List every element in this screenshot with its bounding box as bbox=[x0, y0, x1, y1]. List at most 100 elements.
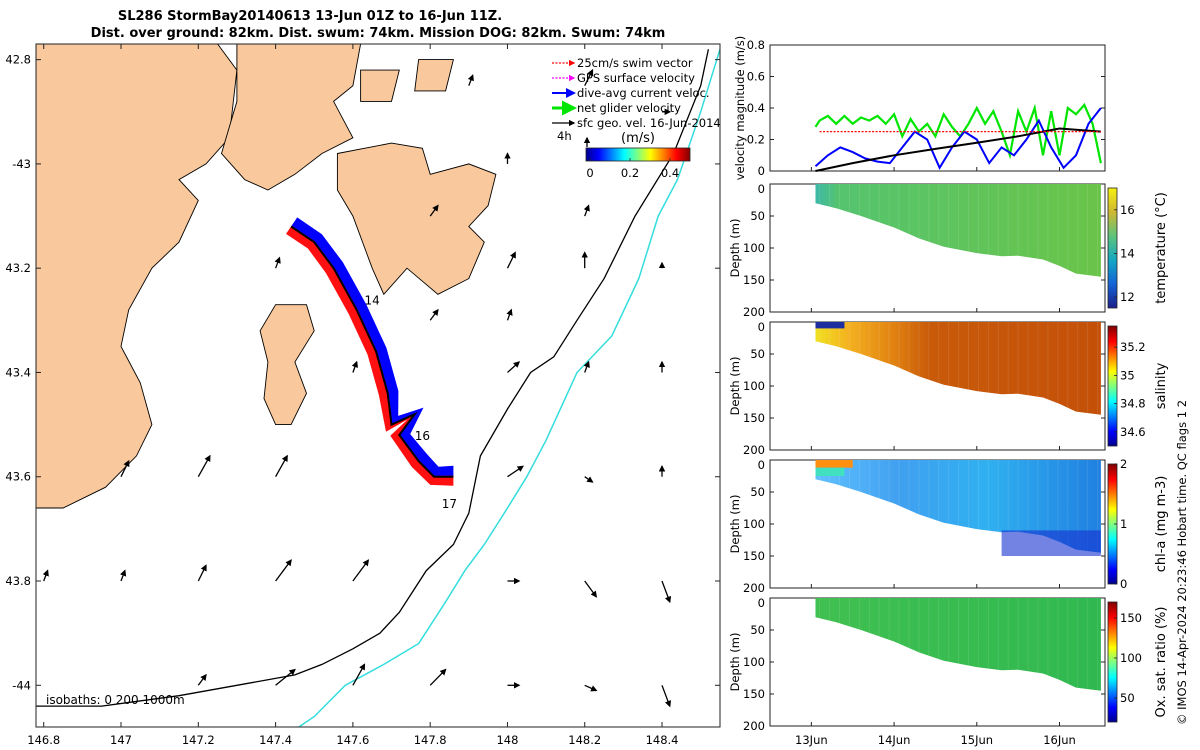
geo-velocity-arrow bbox=[661, 685, 672, 708]
velocity-ytick-label: 0 bbox=[758, 164, 765, 178]
day-label: 17 bbox=[442, 497, 457, 511]
section-ytick-label: 0 bbox=[758, 320, 765, 334]
colorbar-tick-label: 14 bbox=[1120, 246, 1135, 260]
map-cb-tick-label: 0.4 bbox=[661, 166, 679, 180]
geo-velocity-arrow bbox=[351, 360, 358, 373]
velocity-ytick-label: 0.4 bbox=[747, 101, 765, 115]
section-data bbox=[815, 598, 1101, 691]
velocity-ytick-label: 0.6 bbox=[747, 70, 765, 84]
day-label: 14 bbox=[365, 294, 380, 308]
map-axes: 146.8 147 147.2 147.4 147.6 147.8 148 148.2 148.… bbox=[5, 44, 720, 747]
track-line bbox=[290, 225, 454, 478]
geo-velocity-arrow bbox=[352, 663, 366, 686]
geo-velocity-arrow bbox=[507, 361, 521, 373]
colorbar-tick-label: 16 bbox=[1120, 203, 1135, 217]
section-ytick-label: 50 bbox=[750, 209, 765, 223]
section-colorbar bbox=[1107, 187, 1118, 309]
map-colorbar-label: (m/s) bbox=[621, 131, 655, 146]
geo-velocity-arrow bbox=[352, 559, 370, 582]
colorbar-tick-label: 2 bbox=[1120, 457, 1127, 471]
map-xtick-label: 146.8 bbox=[27, 733, 60, 747]
land-layer bbox=[36, 44, 497, 509]
land-polygon bbox=[336, 142, 497, 296]
section-panel: 0 50 100 150 200 Depth (m) 12 14 16 temperature (… bbox=[728, 182, 1169, 319]
section-ytick-label: 200 bbox=[743, 443, 765, 457]
map-ytick-label: -43 bbox=[12, 157, 31, 171]
glider-track bbox=[286, 217, 454, 486]
map-frame bbox=[35, 43, 721, 728]
geo-velocity-arrow bbox=[197, 454, 211, 478]
day-label: 16 bbox=[415, 429, 430, 443]
geo-velocity-arrow bbox=[506, 308, 513, 321]
section-data bbox=[815, 322, 1101, 415]
geo-velocity-arrow bbox=[429, 668, 447, 686]
geo-velocity-arrow bbox=[584, 580, 598, 598]
map-ytick-label: 43.8 bbox=[5, 574, 31, 588]
section-ytick-label: 100 bbox=[743, 379, 765, 393]
section-ytick-label: 200 bbox=[743, 581, 765, 595]
title-line-1: SL286 StormBay20140613 13-Jun 01Z to 16-… bbox=[118, 9, 502, 24]
velocity-ytick-label: 0.8 bbox=[747, 38, 765, 52]
section-ytick-label: 100 bbox=[743, 655, 765, 669]
credit-text: © IMOS 14-Apr-2024 20:23:46 Hobart time.… bbox=[1175, 400, 1189, 725]
geo-velocity-arrow bbox=[42, 569, 49, 582]
velocity-series-line bbox=[814, 107, 1102, 170]
geo-velocity-arrow bbox=[120, 569, 127, 582]
map-xtick-label: 147.4 bbox=[259, 733, 292, 747]
section-ytick-label: 0 bbox=[758, 596, 765, 610]
geo-velocity-arrow bbox=[197, 673, 207, 686]
date-tick-label: 14Jun bbox=[878, 733, 911, 747]
legend-gps-velocity: GPS surface velocity bbox=[577, 71, 695, 85]
colorbar-label: Ox. sat. ratio (%) bbox=[1154, 607, 1169, 718]
date-tick-label: 15Jun bbox=[960, 733, 993, 747]
geo-velocity-arrow bbox=[275, 559, 292, 582]
land-polygon bbox=[360, 69, 400, 102]
geo-velocity-arrow bbox=[583, 204, 590, 217]
map-xtick-label: 148.2 bbox=[568, 733, 601, 747]
section-panel: 0 50 100 150 200 Depth (m) 50 100 150 Ox. sat. ra… bbox=[728, 596, 1169, 733]
map-colorbar-ticks: 0 0.2 0.4 bbox=[586, 158, 679, 180]
section-colorbar bbox=[1107, 601, 1118, 723]
velocity-panel: 0 0.2 0.4 0.6 0.8 velocity magnitude (m/s) bbox=[733, 36, 1106, 180]
geo-velocity-arrow bbox=[120, 459, 130, 477]
section-ylabel: Depth (m) bbox=[728, 633, 742, 692]
section-panel: 0 50 100 150 200 Depth (m) 34.6 34.8 35 35.2 salin… bbox=[728, 320, 1169, 457]
legend-net-glider: net glider velocity bbox=[577, 101, 681, 115]
geo-velocity-arrow bbox=[507, 465, 524, 478]
isobath-label: isobaths: 0 200 1000m bbox=[46, 693, 185, 707]
legend-swim-vector: 25cm/s swim vector bbox=[577, 56, 693, 70]
legend-dive-avg: dive-avg current veloc. bbox=[577, 86, 710, 100]
section-feature bbox=[815, 467, 845, 476]
map-xtick-label: 148.4 bbox=[646, 733, 679, 747]
isobath-200m bbox=[36, 49, 710, 707]
colorbar-tick-label: 12 bbox=[1120, 290, 1135, 304]
date-tick-label: 13Jun bbox=[795, 733, 828, 747]
section-ytick-label: 150 bbox=[743, 411, 765, 425]
geo-velocity-arrow bbox=[429, 204, 439, 217]
colorbar-tick-label: 35.2 bbox=[1120, 340, 1146, 354]
geo-velocity-arrow bbox=[661, 580, 672, 604]
section-ytick-label: 50 bbox=[750, 623, 765, 637]
section-ytick-label: 0 bbox=[758, 182, 765, 196]
geo-velocity-arrow bbox=[583, 360, 590, 373]
geo-velocity-arrow bbox=[274, 256, 281, 269]
geo-velocity-arrow bbox=[467, 74, 474, 86]
section-feature bbox=[815, 460, 853, 468]
swim-vector-band bbox=[286, 224, 454, 486]
colorbar-label: temperature (°C) bbox=[1154, 192, 1169, 304]
section-ytick-label: 150 bbox=[743, 273, 765, 287]
geo-velocity-arrow bbox=[506, 251, 516, 269]
colorbar-tick-label: 0 bbox=[1120, 577, 1127, 591]
isobath-layer bbox=[36, 48, 720, 727]
section-feature bbox=[815, 322, 845, 329]
land-polygon bbox=[220, 44, 362, 191]
geo-velocity-arrow bbox=[584, 684, 598, 692]
map-xtick-label: 147.8 bbox=[414, 733, 447, 747]
colorbar-tick-label: 34.8 bbox=[1120, 397, 1146, 411]
isobath-1000m bbox=[298, 48, 720, 727]
map-legend: 25cm/s swim vector GPS surface velocity … bbox=[552, 56, 721, 180]
section-ytick-label: 100 bbox=[743, 517, 765, 531]
